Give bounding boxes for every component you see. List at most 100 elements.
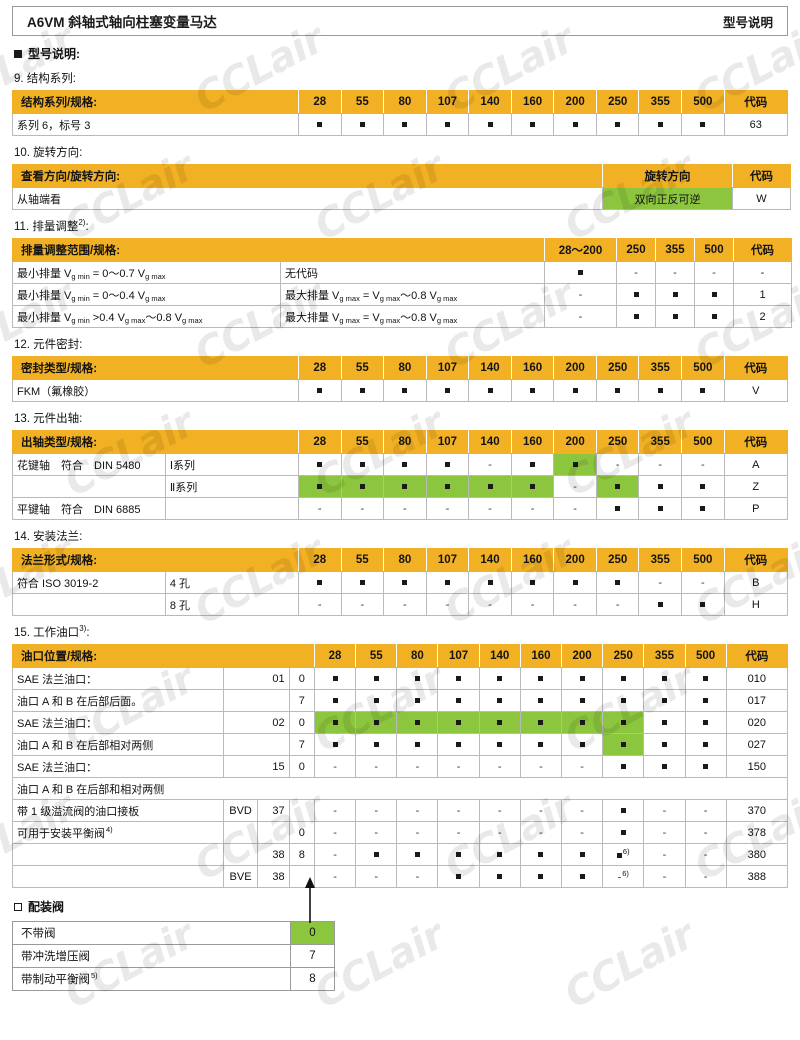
- filled-marker-icon: [657, 506, 663, 512]
- size-column-header-500: 500: [681, 430, 725, 454]
- availability-cell-500: -: [694, 261, 734, 284]
- filled-marker-icon: [615, 506, 621, 512]
- availability-cell-107: -: [425, 593, 470, 616]
- row-label: [11, 843, 225, 866]
- filled-marker-icon: [579, 742, 585, 748]
- dash-marker: -: [360, 502, 365, 515]
- dash-marker: -: [415, 870, 420, 883]
- filled-marker-icon: [456, 698, 462, 704]
- availability-cell-500: [694, 305, 734, 328]
- dash-marker: -: [415, 804, 420, 817]
- table-12: 密封类型/规格: 28 55 80 107 140 160 200 250 355 500 代码 FKM…: [12, 356, 789, 402]
- availability-cell-500: -: [684, 843, 727, 866]
- row-valve-type: [223, 821, 258, 844]
- availability-cell-250: [602, 733, 645, 756]
- table-row: 可用于安装平衡阀4) 0 - - - - - - - - - 378: [11, 821, 789, 844]
- availability-cell-355: -: [643, 799, 686, 822]
- availability-cell-28: [313, 689, 357, 712]
- table-row: BVE 38- - - -6) - -388: [11, 865, 789, 888]
- dash-marker: -: [333, 848, 337, 861]
- filled-marker-icon: [657, 122, 663, 128]
- availability-cell-107: [437, 667, 480, 690]
- row-sublabel: 4 孔: [164, 571, 299, 594]
- code-column-header: 代码: [723, 90, 789, 114]
- filled-marker-icon: [402, 580, 408, 586]
- row-valve-number: [256, 821, 290, 844]
- filled-marker-icon: [332, 742, 338, 748]
- dash-marker: -: [445, 502, 450, 515]
- filled-marker-icon: [538, 676, 544, 682]
- availability-cell-355: [638, 475, 683, 498]
- size-column-header-355: 355: [638, 90, 683, 114]
- row-position-code: [223, 689, 290, 712]
- size-column-header-160: 160: [510, 430, 555, 454]
- valve-row: 不带阀 0: [12, 921, 335, 945]
- valve-code: 8: [290, 967, 335, 991]
- dash-marker: -: [580, 826, 584, 839]
- availability-cell-107: -: [437, 799, 480, 822]
- section-title-12: 12. 元件密封:: [14, 339, 83, 351]
- filled-marker-icon: [456, 720, 462, 726]
- size-column-header-160: 160: [510, 90, 555, 114]
- filled-marker-icon: [317, 462, 323, 468]
- dash-marker: -: [333, 760, 337, 773]
- availability-cell-250: [595, 113, 640, 136]
- size-column-header-28: 28: [297, 430, 342, 454]
- filled-marker-icon: [700, 122, 706, 128]
- availability-cell-160: [510, 475, 555, 498]
- size-column-header-500: 500: [681, 356, 725, 380]
- availability-cell-160: [510, 571, 555, 594]
- intro-label: 型号说明:: [28, 47, 80, 61]
- availability-cell-160: [510, 113, 555, 136]
- row-subcode: 0: [288, 667, 315, 690]
- dash-marker: -: [488, 458, 492, 471]
- valve-label: 带冲洗增压阀: [12, 944, 291, 968]
- filled-marker-icon: [497, 852, 503, 858]
- size-column-header-107: 107: [425, 430, 470, 454]
- availability-cell-250: -: [616, 261, 656, 284]
- filled-marker-icon: [373, 676, 379, 682]
- dash-marker: -: [374, 826, 379, 839]
- availability-cell-80: [396, 711, 439, 734]
- dash-marker: -: [317, 598, 322, 611]
- filled-marker-icon: [373, 698, 379, 704]
- availability-cell-200: -: [560, 799, 604, 822]
- row-code: 63: [723, 113, 789, 136]
- filled-marker-icon: [615, 484, 621, 490]
- filled-marker-icon: [615, 122, 621, 128]
- bullet-square-icon: [14, 49, 22, 58]
- availability-cell-140: -: [478, 799, 521, 822]
- availability-cell-500: -: [684, 821, 727, 844]
- availability-cell-160: [510, 453, 555, 476]
- filled-marker-icon: [414, 852, 420, 858]
- code-column-header: 代码: [723, 430, 789, 454]
- row-header-label: 出轴类型/规格:: [12, 430, 299, 454]
- filled-marker-icon: [661, 676, 667, 682]
- availability-cell-160: [519, 843, 563, 866]
- filled-marker-icon: [572, 580, 578, 586]
- size-column-header-140: 140: [468, 430, 512, 454]
- filled-marker-icon: [332, 698, 338, 704]
- availability-cell-500: [684, 755, 727, 778]
- page-header: A6VM 斜轴式轴向柱塞变量马达 型号说明: [12, 6, 788, 36]
- row-valve-type: [223, 843, 258, 866]
- dash-marker: -: [456, 760, 461, 773]
- row-label-left: 最小排量 Vg min = 0～0.4 Vg max: [12, 283, 281, 306]
- dash-marker: -: [333, 804, 337, 817]
- row-label: SAE 法兰油口：: [11, 755, 225, 778]
- filled-marker-icon: [359, 484, 365, 490]
- table-11: 排量调整范围/规格: 28～200 250 355 500 代码 最小排量 Vg min =…: [12, 238, 792, 328]
- row-subcode: [288, 799, 315, 822]
- dash-marker: -: [617, 871, 622, 884]
- row-code: 027: [725, 733, 789, 756]
- filled-marker-icon: [572, 122, 578, 128]
- valve-title: 配装阀: [28, 900, 65, 914]
- code-column-header: 代码: [733, 238, 792, 262]
- availability-cell-140: [478, 711, 521, 734]
- availability-cell-28: [313, 667, 357, 690]
- dash-marker: -: [703, 848, 708, 861]
- availability-cell-200: [560, 865, 604, 888]
- filled-marker-icon: [572, 388, 578, 394]
- availability-cell-250: [616, 305, 656, 328]
- dash-marker: -: [488, 598, 492, 611]
